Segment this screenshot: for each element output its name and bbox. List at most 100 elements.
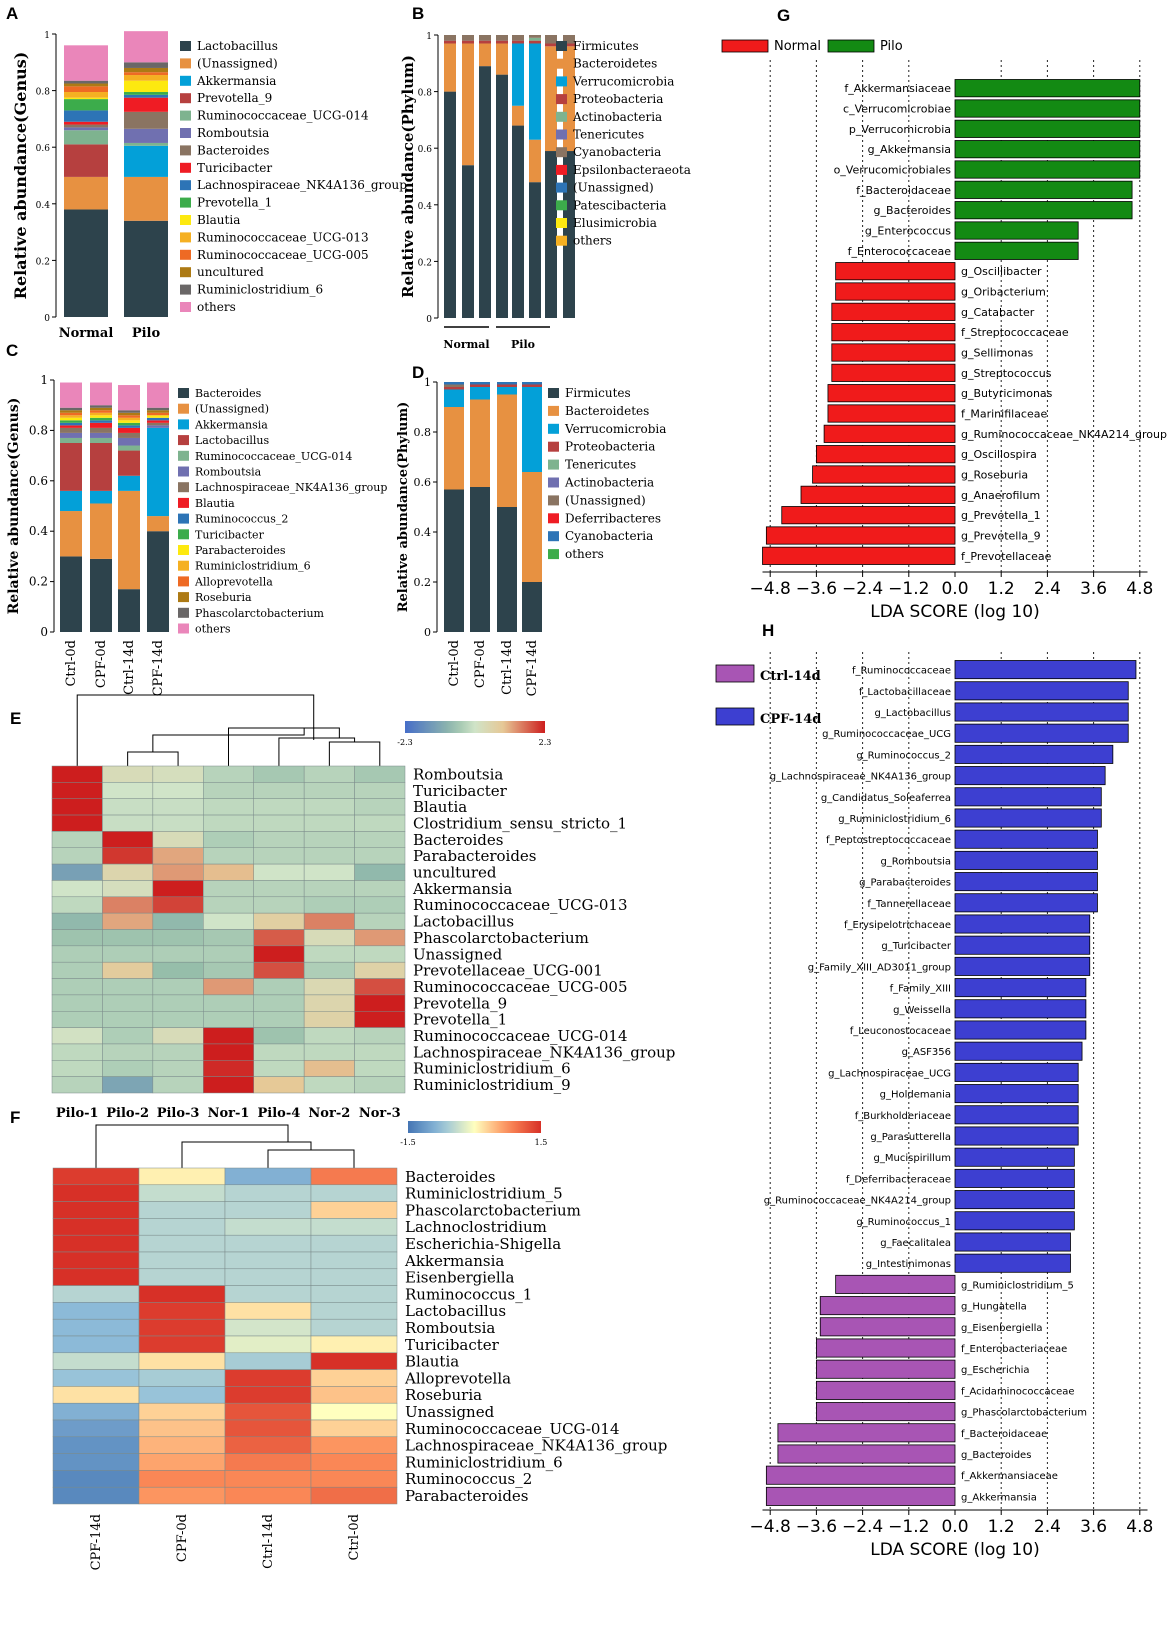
bar-segment <box>118 385 140 411</box>
heatmap-cell <box>138 1386 226 1404</box>
heatmap-cell <box>224 1419 312 1438</box>
legend-label: Phascolarctobacterium <box>195 607 325 620</box>
heatmap-cell <box>203 912 254 930</box>
legend-label: Pilo <box>880 39 903 54</box>
heatmap-cell <box>138 1486 226 1505</box>
heatmap-cell <box>102 1043 154 1061</box>
heatmap-cell <box>310 1218 398 1236</box>
heatmap-cell <box>253 929 305 947</box>
heatmap-cell <box>152 961 204 979</box>
heatmap-cell <box>138 1419 226 1438</box>
x-tick-label: 3.6 <box>1080 1517 1107 1537</box>
bar-segment <box>64 127 108 131</box>
legend-label: Tenericutes <box>573 128 644 142</box>
lda-bar-label: f_Marinifilaceae <box>961 408 1047 421</box>
legend-label: others <box>565 547 604 561</box>
scale-min-label: -2.3 <box>397 738 412 747</box>
bar-segment <box>90 490 112 504</box>
lda-bar-label: g_Weissella <box>893 1005 951 1016</box>
heatmap-cell <box>102 765 154 783</box>
heatmap-cell <box>354 814 406 832</box>
y-tick-label: 0.4 <box>414 526 432 539</box>
legend-swatch <box>827 39 875 53</box>
legend-label: Cyanobacteria <box>565 529 653 543</box>
heatmap-cell <box>152 1011 204 1028</box>
legend-swatch <box>178 482 189 493</box>
lda-bar-label: g_Oribacterium <box>961 286 1046 299</box>
scale-max-label: 1.5 <box>535 1138 548 1147</box>
bar-segment <box>522 472 542 582</box>
legend-swatch <box>721 39 769 53</box>
dendrogram-branch <box>228 727 340 766</box>
heatmap-cell <box>310 1285 398 1303</box>
heatmap-cell <box>52 1302 140 1320</box>
heatmap-cell <box>51 1043 103 1061</box>
bar-segment <box>147 516 169 532</box>
heatmap-row-label: Prevotellaceae_UCG-001 <box>413 962 603 980</box>
lda-bar <box>954 744 1114 764</box>
bar-segment <box>462 43 474 166</box>
heatmap-cell <box>51 929 103 947</box>
legend-label: Bacteroidetes <box>565 404 649 418</box>
legend-swatch <box>180 249 191 260</box>
group-label: Pilo <box>511 338 535 351</box>
heatmap-row-label: Lachnoclostridium <box>405 1218 547 1236</box>
heatmap-cell <box>303 994 355 1012</box>
bar-segment <box>497 507 517 632</box>
x-tick-label: 1.2 <box>988 579 1015 599</box>
lda-bar <box>954 935 1091 955</box>
heatmap-cell <box>310 1436 398 1454</box>
dendrogram-branch <box>95 1124 289 1168</box>
heatmap-row-label: Phascolarctobacterium <box>405 1201 581 1219</box>
heatmap-cell <box>310 1234 398 1253</box>
heatmap-cell <box>253 896 305 914</box>
heatmap-cell <box>253 1076 305 1094</box>
heatmap-cell <box>102 814 154 832</box>
heatmap-cell <box>224 1402 312 1421</box>
lda-bar-label: g_Parabacteroides <box>859 878 951 889</box>
lda-bar-label: g_Lactobacillus <box>875 708 951 719</box>
heatmap-cell <box>138 1184 226 1202</box>
bar-segment <box>444 384 464 387</box>
lda-bar-label: g_Anaerofilum <box>961 489 1040 502</box>
legend-swatch <box>180 284 191 295</box>
heatmap-cell <box>203 1076 254 1094</box>
heatmap-cell <box>152 896 204 914</box>
lda-bar <box>831 302 956 321</box>
heatmap-cell <box>303 1076 355 1094</box>
heatmap-cell <box>253 863 305 881</box>
bar-segment <box>147 425 169 428</box>
legend-swatch <box>556 235 567 246</box>
lda-bar-label: g_Enterococcus <box>865 225 951 238</box>
heatmap-row-label: Alloprevotella <box>404 1369 511 1387</box>
lda-bar <box>827 404 956 423</box>
y-tick-label: 0.6 <box>414 476 432 489</box>
panel-label: F <box>10 1108 20 1127</box>
heatmap-row-label: Ruminococcaceae_UCG-014 <box>413 1027 628 1045</box>
legend-label: Bacteroidetes <box>573 57 657 71</box>
lda-bar <box>954 1126 1079 1146</box>
heatmap-row-label: Bacteroides <box>405 1168 495 1186</box>
heatmap-row-label: Ruminococcus_1 <box>405 1285 532 1303</box>
lda-bar <box>954 160 1141 179</box>
legend-swatch <box>178 529 189 540</box>
legend-label: Ruminococcus_2 <box>195 513 288 526</box>
lda-bar-label: o_Verrucomicrobiales <box>834 164 952 177</box>
lda-bar-label: f_Prevotellaceae <box>961 550 1052 563</box>
heatmap-cell <box>303 847 355 865</box>
heatmap-cell <box>52 1453 140 1471</box>
legend-swatch <box>180 267 191 278</box>
bar-segment <box>60 556 82 632</box>
bar-segment <box>497 384 517 387</box>
legend-swatch <box>180 180 191 191</box>
legend-label: others <box>195 623 231 636</box>
lda-bar-label: g_Candidatus_Soleaferrea <box>821 793 951 804</box>
x-tick-label: Ctrl-14d <box>500 640 515 695</box>
heatmap-cell <box>224 1436 312 1454</box>
lda-bar <box>954 681 1129 701</box>
legend-swatch <box>180 58 191 69</box>
heatmap-cell <box>310 1486 398 1505</box>
lda-bar <box>954 119 1141 138</box>
bar-segment <box>512 105 524 126</box>
legend-label: Firmicutes <box>573 39 639 53</box>
